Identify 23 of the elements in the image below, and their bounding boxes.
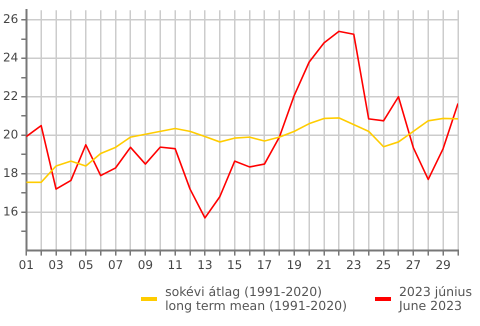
x-tick-label: 17 (256, 258, 272, 272)
x-tick-label: 27 (406, 258, 421, 272)
y-tick-label: 26 (2, 12, 18, 26)
x-tick-label: 15 (227, 258, 242, 272)
x-tick-label: 13 (197, 258, 213, 272)
x-tick-label: 21 (316, 258, 332, 272)
x-tick-label: 29 (435, 258, 451, 272)
x-tick-label: 09 (138, 258, 154, 272)
y-tick-label: 22 (2, 88, 18, 103)
x-tick-label: 11 (168, 258, 183, 272)
x-tick-label: 25 (376, 258, 392, 272)
x-tick-label: 23 (346, 258, 362, 272)
x-tick-label: 03 (48, 258, 64, 272)
y-tick-label: 16 (2, 204, 18, 218)
y-tick-label: 18 (2, 166, 18, 180)
y-tick-label: 24 (2, 50, 18, 64)
y-tick-label: 20 (2, 127, 18, 142)
x-tick-label: 05 (78, 258, 94, 272)
legend-label: sokévi átlag (1991-2020) long term mean (1991-2020) (165, 284, 347, 313)
x-tick-label: 07 (108, 258, 124, 272)
legend-label: 2023 június June 2023 (398, 284, 472, 313)
x-tick-label: 19 (286, 258, 302, 272)
x-tick-label: 01 (18, 258, 34, 272)
